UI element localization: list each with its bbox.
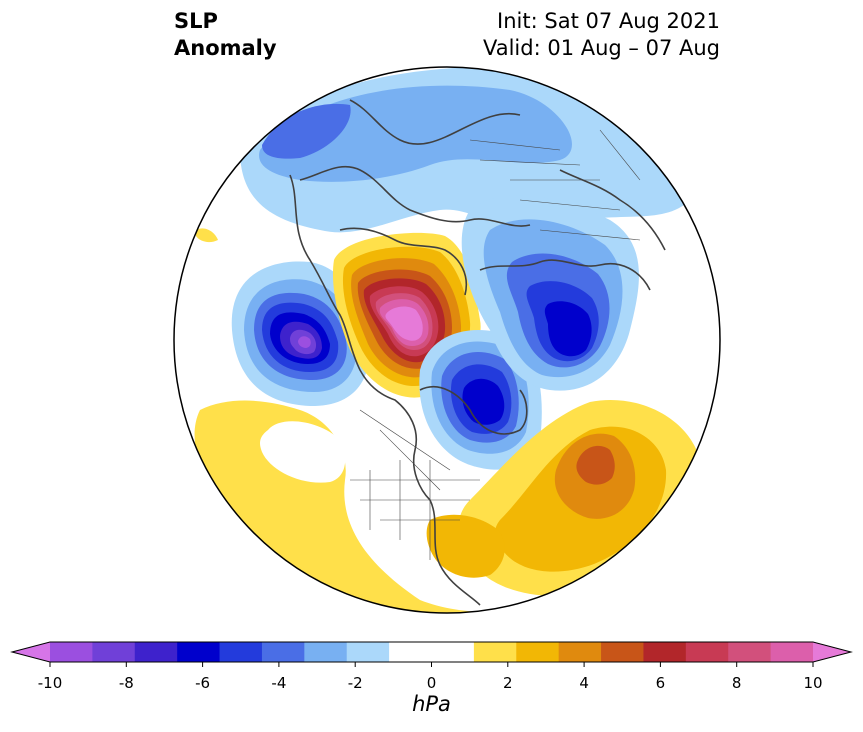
colorbar-swatch bbox=[261, 642, 305, 662]
colorbar: -10 -8 -6 -4 -2 0 2 4 6 8 10 bbox=[10, 641, 853, 690]
colorbar-swatch bbox=[219, 642, 263, 662]
init-date-text: Init: Sat 07 Aug 2021 bbox=[497, 9, 720, 33]
forecast-info: Init: Sat 07 Aug 2021 Valid: 01 Aug – 07… bbox=[483, 8, 720, 62]
colorbar-units: hPa bbox=[412, 692, 451, 716]
valid-range-text: Valid: 01 Aug – 07 Aug bbox=[482, 36, 720, 60]
colorbar-swatch bbox=[558, 642, 602, 662]
colorbar-swatch bbox=[50, 642, 93, 662]
negative-anomaly-north-pacific bbox=[240, 67, 690, 236]
borders bbox=[350, 129, 641, 560]
colorbar-swatch bbox=[473, 642, 517, 662]
colorbar-tick-label: 4 bbox=[579, 674, 589, 690]
colorbar-tick-label: 2 bbox=[503, 674, 513, 690]
colorbar-swatch bbox=[134, 642, 178, 662]
polar-map bbox=[173, 66, 721, 614]
coastlines bbox=[289, 99, 666, 606]
map-title: SLP Anomaly bbox=[174, 8, 277, 62]
colorbar-swatch bbox=[685, 642, 729, 662]
colorbar-swatch bbox=[728, 642, 772, 662]
colorbar-under-arrow bbox=[12, 642, 50, 662]
colorbar-swatch bbox=[389, 642, 432, 662]
colorbar-swatch bbox=[431, 642, 475, 662]
colorbar-tick-label: 10 bbox=[803, 674, 822, 690]
colorbar-swatch bbox=[92, 642, 136, 662]
map-boundary bbox=[173, 66, 721, 614]
anomaly-field bbox=[174, 67, 720, 613]
colorbar-swatch bbox=[516, 642, 560, 662]
negative-anomaly-siberia bbox=[461, 195, 639, 391]
colorbar-over-arrow bbox=[813, 642, 851, 662]
colorbar-tick-label: -10 bbox=[38, 674, 63, 690]
colorbar-tick-label: -4 bbox=[271, 674, 286, 690]
colorbar-swatch bbox=[304, 642, 348, 662]
colorbar-tick-label: 8 bbox=[732, 674, 742, 690]
title-line-anomaly: Anomaly bbox=[174, 36, 277, 60]
colorbar-swatch bbox=[346, 642, 390, 662]
colorbar-tick-label: 0 bbox=[427, 674, 437, 690]
colorbar-tick-label: 6 bbox=[656, 674, 666, 690]
negative-anomaly-gulf-of-alaska bbox=[231, 261, 370, 406]
colorbar-swatch bbox=[601, 642, 644, 662]
colorbar-tick-label: -6 bbox=[195, 674, 210, 690]
colorbar-swatch bbox=[177, 642, 221, 662]
colorbar-tick-label: -2 bbox=[348, 674, 363, 690]
colorbar-tick-label: -8 bbox=[119, 674, 134, 690]
colorbar-swatch bbox=[643, 642, 687, 662]
title-line-slp: SLP bbox=[174, 9, 218, 33]
colorbar-swatch bbox=[770, 642, 814, 662]
